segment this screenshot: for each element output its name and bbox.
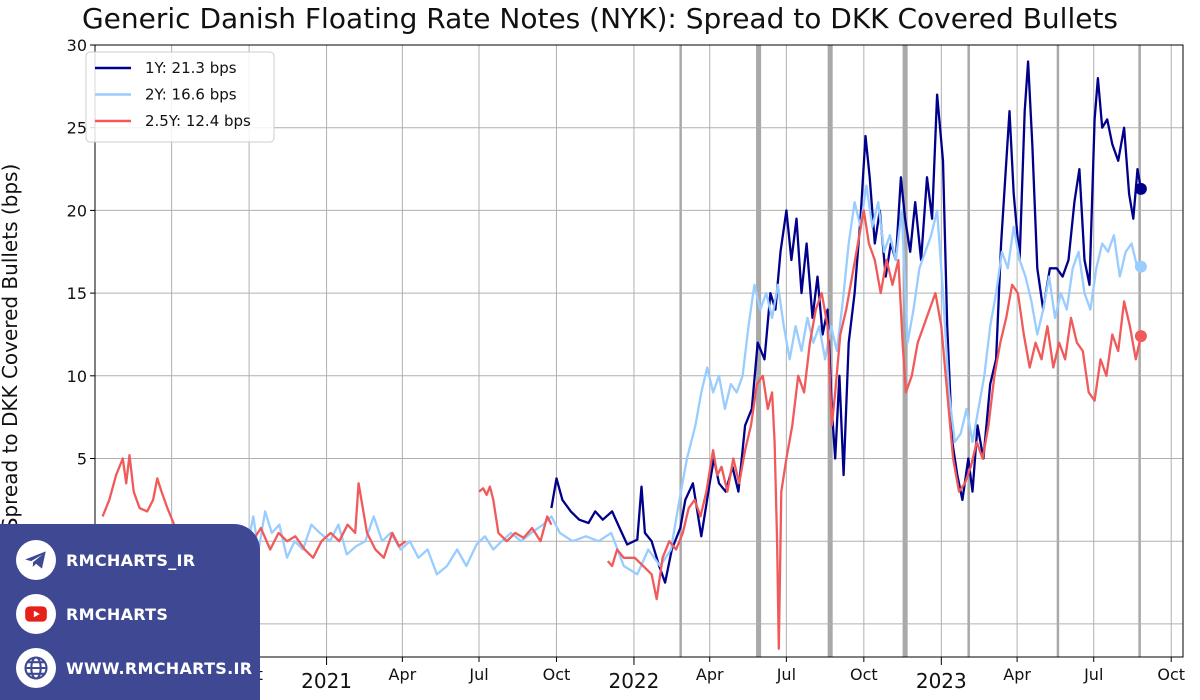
y-tick-label: 20 [67,201,87,220]
youtube-row[interactable]: RMCHARTS [16,594,168,634]
x-year-label: 2023 [916,669,967,693]
x-tick-label: Apr [1003,665,1031,684]
globe-icon [16,648,56,688]
x-tick-label: Oct [543,665,571,684]
watermark-panel: RMCHARTS_IR RMCHARTS WWW.RMCHARTS.IR [0,524,260,700]
legend-label-2Y: 2Y: 16.6 bps [145,86,237,104]
legend-label-2.5Y: 2.5Y: 12.4 bps [145,112,251,130]
x-year-label: 2022 [608,669,659,693]
website-url: WWW.RMCHARTS.IR [66,658,253,678]
telegram-icon [16,540,56,580]
highlight-band-0 [679,45,682,657]
legend-box [85,51,275,143]
x-tick-label: Jul [1083,665,1103,684]
chart-title: Generic Danish Floating Rate Notes (NYK)… [81,2,1119,35]
x-tick-label: Oct [850,665,878,684]
legend: 1Y: 21.3 bps 2Y: 16.6 bps 2.5Y: 12.4 bps [85,51,275,143]
youtube-icon [16,594,56,634]
y-tick-label: 15 [67,284,87,303]
series-lines [101,60,1147,650]
highlight-band-3 [902,45,908,657]
highlight-band-6 [1138,45,1141,657]
y-axis-label: Spread to DKK Covered Bullets (bps) [0,164,22,531]
series-line-2.5Y-segment-1 [478,485,553,543]
telegram-handle: RMCHARTS_IR [66,550,196,570]
youtube-handle: RMCHARTS [66,604,169,624]
series-end-marker-2.5Y [1134,330,1147,343]
x-tick-label: Jul [776,665,796,684]
legend-label-1Y: 1Y: 21.3 bps [145,59,237,77]
series-line-1Y-segment-0 [550,60,1143,584]
y-tick-label: 25 [67,119,87,138]
y-tick-label: 5 [77,450,87,469]
x-tick-label: Oct [1157,665,1185,684]
series-end-marker-2Y [1134,260,1147,273]
series-end-marker-1Y [1134,182,1147,195]
website-row[interactable]: WWW.RMCHARTS.IR [16,648,252,688]
plot-frame [94,44,1184,658]
highlight-band-1 [756,45,762,657]
series-line-2Y-segment-0 [247,184,1142,576]
highlight-band-4 [967,45,970,657]
y-tick-label: 10 [67,367,87,386]
x-tick-label: Jul [468,665,488,684]
telegram-row[interactable]: RMCHARTS_IR [16,540,195,580]
y-tick-label: 30 [67,36,87,55]
highlight-bands [679,45,1141,657]
x-tick-label: Apr [389,665,417,684]
x-year-label: 2021 [301,669,352,693]
series-line-2.5Y-segment-2 [606,209,1143,650]
x-tick-label: Apr [696,665,724,684]
